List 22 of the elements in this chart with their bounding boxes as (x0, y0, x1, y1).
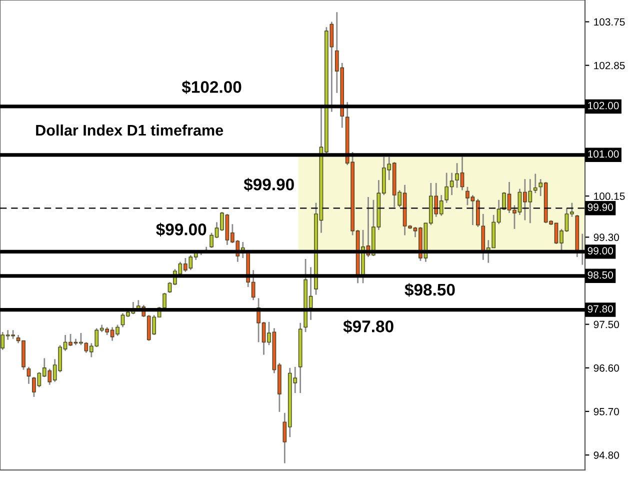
y-tick-label: 97.50 (594, 320, 619, 328)
candlestick (533, 173, 538, 194)
ref-line-label: 99.00 (588, 247, 613, 254)
annotation: $97.80 (343, 320, 394, 334)
ref-line-label: 101.00 (588, 150, 619, 158)
y-tick-label: 103.75 (594, 18, 625, 26)
ref-line-label: 97.80 (588, 305, 613, 313)
annotation: $99.90 (244, 178, 294, 192)
y-tick-label: 96.60 (594, 364, 619, 372)
ref-line-label: 102.00 (588, 102, 619, 110)
y-tick-label: 102.85 (594, 62, 625, 70)
annotation: $99.00 (156, 222, 206, 236)
y-tick-label: 95.70 (594, 408, 619, 416)
ref-line-label: 99.90 (588, 204, 613, 211)
candlestick (26, 366, 31, 385)
y-tick-label: 99.30 (594, 234, 619, 242)
ref-line-label: 98.50 (588, 271, 613, 279)
annotation: $98.50 (404, 283, 455, 297)
y-tick-label: 94.80 (594, 451, 619, 459)
annotation: $102.00 (182, 80, 242, 94)
text: Dollar Index D1 timeframe (36, 124, 224, 136)
y-tick-label: 100.15 (594, 192, 625, 200)
